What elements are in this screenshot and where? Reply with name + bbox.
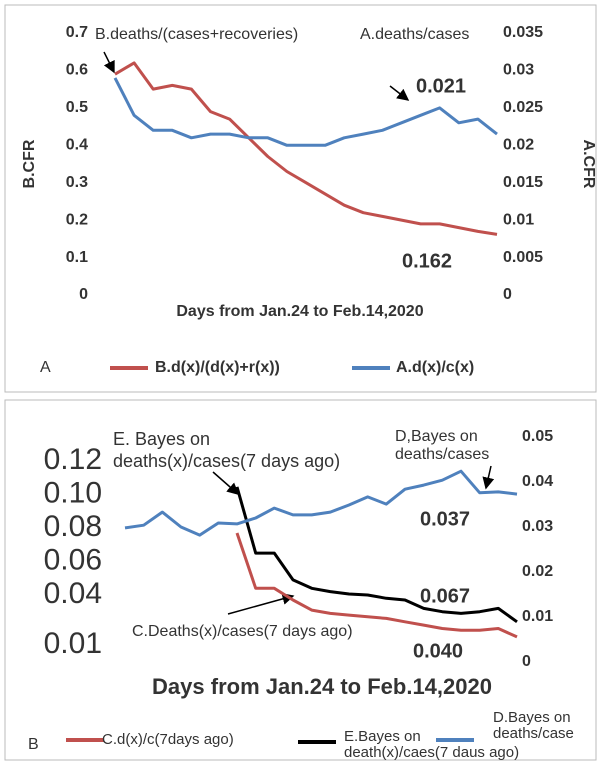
- annotation: deaths(x)/cases(7 days ago): [113, 451, 340, 471]
- y-tick-label: 0.1: [66, 249, 88, 266]
- y2-tick-label: 0: [503, 286, 512, 303]
- y-tick-label: 0.6: [66, 62, 88, 79]
- y-axis-label: B.CFR: [21, 139, 38, 188]
- legend-label: A.d(x)/c(x): [396, 359, 474, 376]
- y2-tick-label: 0.02: [503, 137, 534, 154]
- legend-label: death(x)/caes(7 daus ago): [344, 744, 519, 761]
- panel-frame: [4, 4, 597, 393]
- y2-tick-label: 0.05: [522, 428, 553, 445]
- legend-label: D.Bayes on: [493, 709, 571, 726]
- legend-label: deaths/case: [493, 725, 574, 742]
- arrow: [389, 85, 410, 101]
- legend-label: B.d(x)/(d(x)+r(x)): [155, 359, 280, 376]
- annotation: A.deaths/cases: [360, 26, 469, 43]
- x-axis-label: Days from Jan.24 to Feb.14,2020: [176, 303, 423, 320]
- series-line: [235, 486, 518, 624]
- y2-tick-label: 0.03: [522, 518, 553, 535]
- annotation: B.deaths/(cases+recoveries): [95, 26, 298, 43]
- y2-tick-label: 0.01: [522, 608, 553, 625]
- series-line: [113, 77, 498, 147]
- y2-tick-label: 0.035: [503, 24, 543, 41]
- panel-label: A: [40, 359, 51, 376]
- y2-tick-label: 0.015: [503, 174, 543, 191]
- y-tick-label: 0.7: [66, 24, 88, 41]
- arrow: [212, 471, 240, 495]
- series-line: [235, 532, 518, 639]
- y-tick-label: 0: [79, 286, 88, 303]
- y-tick-label: 0.5: [66, 99, 88, 116]
- annotation: 0.021: [416, 75, 466, 97]
- legend-label: E.Bayes on: [344, 728, 421, 745]
- annotation: 0.037: [420, 508, 470, 530]
- arrow: [482, 465, 495, 490]
- legend-label: C.d(x)/c(7days ago): [102, 731, 234, 748]
- annotation: 0.067: [420, 585, 470, 607]
- arrow: [103, 51, 115, 74]
- y-tick-label: 0.01: [44, 627, 102, 660]
- annotation: 0.040: [413, 640, 463, 662]
- y2-tick-label: 0.025: [503, 99, 543, 116]
- annotation: deaths/cases: [395, 446, 489, 463]
- y-tick-label: 0.10: [44, 476, 102, 509]
- x-axis-label: Days from Jan.24 to Feb.14,2020: [152, 674, 492, 699]
- panel-frame: [4, 399, 597, 761]
- y2-tick-label: 0.03: [503, 62, 534, 79]
- y2-tick-label: 0.02: [522, 563, 553, 580]
- annotation: 0.162: [402, 250, 452, 272]
- y-tick-label: 0.06: [44, 543, 102, 576]
- y-tick-label: 0.04: [44, 577, 102, 610]
- series-line: [114, 61, 498, 236]
- y2-tick-label: 0.04: [522, 473, 553, 490]
- y2-tick-label: 0.005: [503, 249, 543, 266]
- annotation: C.Deaths(x)/cases(7 days ago): [132, 623, 353, 640]
- panel-label: B: [28, 736, 39, 753]
- annotation: E. Bayes on: [113, 429, 210, 449]
- series-line: [124, 469, 518, 537]
- annotation: D,Bayes on: [395, 428, 478, 445]
- y-tick-label: 0.12: [44, 443, 102, 476]
- y2-tick-label: 0.01: [503, 211, 534, 228]
- y-tick-label: 0.4: [66, 137, 88, 154]
- y-tick-label: 0.2: [66, 211, 88, 228]
- y-tick-label: 0.3: [66, 174, 88, 191]
- y2-axis-label: A.CFR: [580, 140, 597, 189]
- arrow: [227, 593, 295, 615]
- y-tick-label: 0.08: [44, 510, 102, 543]
- y2-tick-label: 0: [522, 653, 531, 670]
